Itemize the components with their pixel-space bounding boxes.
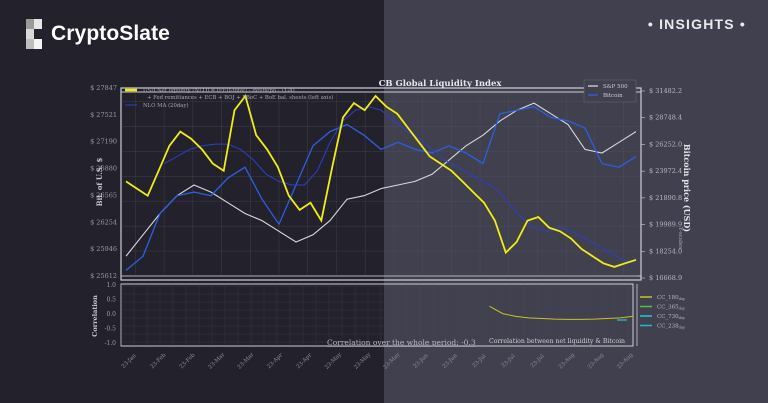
svg-text:$ 25946: $ 25946 — [90, 245, 117, 253]
svg-text:23-Jul: 23-Jul — [471, 353, 487, 369]
correlation-title: Correlation between net liquidity & Bitc… — [489, 338, 625, 345]
legend-net-liquidity-label-2: + Fed remittances + ECB + BOJ + PBoC + B… — [147, 94, 333, 101]
svg-text:CC_730day: CC_730day — [657, 314, 685, 320]
insights-badge: • INSIGHTS • — [647, 16, 746, 32]
svg-text:CC_238day: CC_238day — [657, 324, 685, 330]
legend-net-liquidity-label: USD Net liquidity (NLO) = (FED-total) - … — [143, 87, 295, 94]
correlation-axis-label: Correlation — [91, 295, 99, 337]
svg-text:$ 23972.4: $ 23972.4 — [649, 167, 682, 175]
left-axis-ticks: $ 25612 $ 25946 $ 26254 $ 26565 $ 26880 $ 271… — [90, 84, 117, 280]
svg-text:$ 27521: $ 27521 — [90, 111, 117, 119]
svg-text:23-Apr: 23-Apr — [266, 352, 284, 370]
series-net-liquidity — [125, 94, 637, 268]
chart-title: CB Global Liquidity Index — [379, 79, 503, 89]
svg-text:$ 25612: $ 25612 — [90, 272, 117, 280]
legend-left: USD Net liquidity (NLO) = (FED-total) - … — [125, 87, 333, 109]
svg-text:$ 26252.0: $ 26252.0 — [649, 140, 682, 148]
svg-text:$ 26565: $ 26565 — [90, 191, 117, 199]
series-cc-180 — [489, 305, 634, 320]
left-axis-label: Bil. of U.S. $ — [95, 158, 104, 207]
legend-sp500-label: S&P 500 — [603, 84, 628, 90]
svg-text:0.5: 0.5 — [106, 297, 116, 304]
svg-text:23-Jul: 23-Jul — [530, 353, 546, 369]
svg-text:$ 31482.2: $ 31482.2 — [649, 87, 682, 95]
svg-text:$ 27847: $ 27847 — [90, 84, 117, 92]
svg-text:-1.0: -1.0 — [104, 340, 116, 347]
correlation-plot: 1.0 0.5 0.0 -0.5 -1.0 Correlation Correlatio… — [91, 282, 685, 347]
main-plot — [120, 87, 642, 281]
series-nlo-ma — [164, 106, 637, 264]
svg-text:$ 18254.0: $ 18254.0 — [649, 247, 682, 255]
x-axis-ticks: 23-Jan 23-Feb 23-Feb 23-Mar 23-Mar 23-Apr 23-A… — [121, 351, 635, 371]
svg-text:23-May: 23-May — [324, 351, 344, 371]
svg-text:CC_365day: CC_365day — [657, 305, 685, 311]
svg-text:23-Jul: 23-Jul — [501, 353, 517, 369]
svg-text:$ 16668.9: $ 16668.9 — [649, 274, 682, 282]
svg-text:$ 27190: $ 27190 — [90, 138, 117, 146]
svg-text:23-Mar: 23-Mar — [207, 352, 226, 371]
right-axis-label: Bitcoin price (USD) — [682, 144, 692, 232]
svg-text:$ 26880: $ 26880 — [90, 165, 117, 173]
background-left-panel — [0, 0, 384, 403]
svg-text:0.0: 0.0 — [106, 311, 116, 318]
svg-text:23-May: 23-May — [353, 351, 373, 371]
svg-text:$ 26254: $ 26254 — [90, 218, 117, 226]
svg-text:23-Mar: 23-Mar — [237, 352, 256, 371]
svg-text:23-Aug: 23-Aug — [616, 352, 635, 371]
svg-text:23-Jun: 23-Jun — [442, 352, 459, 369]
svg-text:$ 19989.9: $ 19989.9 — [649, 221, 682, 229]
legend-bitcoin-label: Bitcoin — [603, 93, 623, 99]
svg-text:23-Jan: 23-Jan — [121, 353, 138, 370]
svg-text:-0.5: -0.5 — [104, 326, 116, 333]
correlation-axis-ticks: 1.0 0.5 0.0 -0.5 -1.0 — [104, 282, 116, 347]
svg-text:23-May: 23-May — [382, 351, 402, 371]
legend-right: S&P 500 Bitcoin — [583, 79, 637, 103]
cryptoslate-logo-icon — [26, 19, 42, 49]
correlation-legend: CC_180day CC_365day CC_730day CC_238day — [640, 295, 685, 330]
svg-text:23-Feb: 23-Feb — [150, 352, 168, 370]
right-axis-ticks: $ 16668.9 $ 18254.0 $ 19989.9 $ 21890.8 $ 23… — [641, 87, 682, 282]
series-bitcoin — [125, 106, 637, 271]
brand-name: CryptoSlate — [51, 22, 170, 45]
series-sp500 — [125, 102, 637, 257]
svg-text:23-Apr: 23-Apr — [296, 352, 314, 370]
svg-text:CC_180day: CC_180day — [657, 295, 685, 301]
svg-text:23-Feb: 23-Feb — [179, 352, 197, 370]
svg-text:23-Aug: 23-Aug — [558, 352, 577, 371]
brand-logo: CryptoSlate — [26, 19, 170, 49]
svg-text:$ 28748.4: $ 28748.4 — [649, 114, 682, 122]
legend-nlo-ma-label: NLO MA (20day) — [143, 102, 189, 109]
right-axis-sublabel: Y-scales — [677, 226, 683, 249]
svg-text:$ 21890.8: $ 21890.8 — [649, 194, 682, 202]
svg-text:23-Jun: 23-Jun — [413, 352, 430, 369]
svg-text:23-Aug: 23-Aug — [587, 352, 606, 371]
svg-text:1.0: 1.0 — [106, 282, 116, 289]
correlation-annotation: Correlation over the whole period: -0.3 — [327, 338, 476, 347]
